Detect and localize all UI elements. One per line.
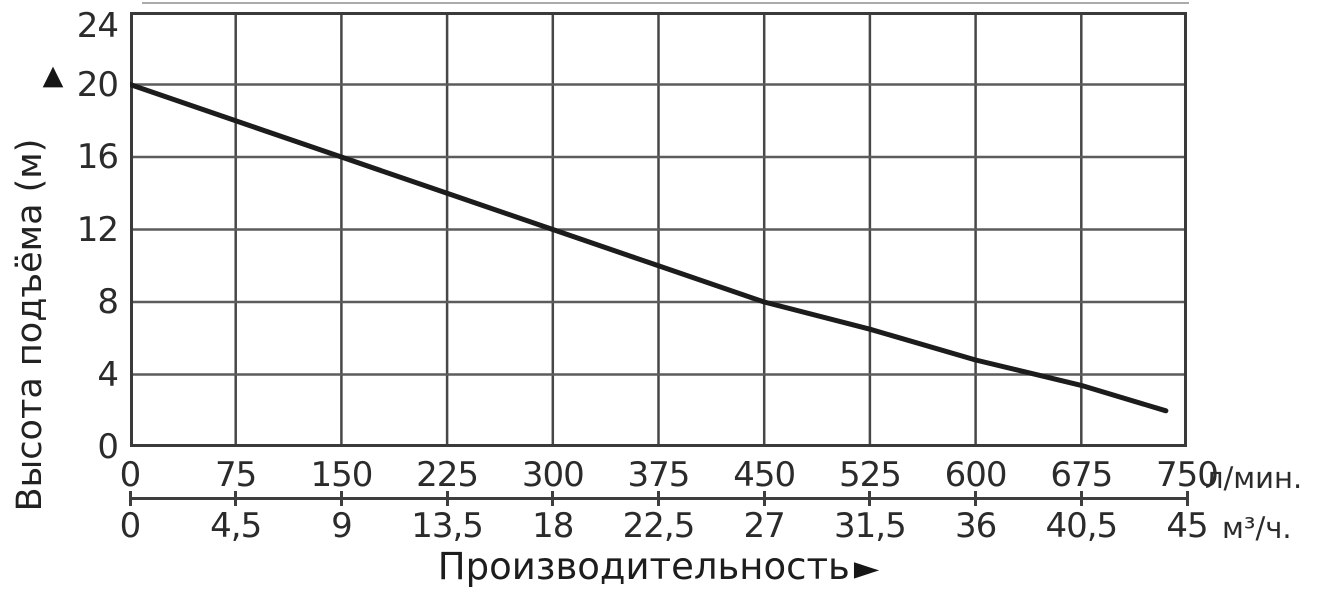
x-axis-title: Производительность ► bbox=[130, 546, 1187, 588]
plot-border bbox=[130, 12, 1187, 447]
y-tick-label: 24 bbox=[76, 6, 119, 46]
x-tick-label-lmin: 375 bbox=[627, 455, 691, 495]
top-edge-line bbox=[142, 2, 1189, 4]
m3h-scale-tick bbox=[445, 491, 449, 506]
x-tick-label-m3h: 22,5 bbox=[622, 506, 696, 546]
m3h-scale-tick bbox=[868, 491, 872, 506]
x-tick-label-m3h: 27 bbox=[743, 506, 786, 546]
x-tick-label-m3h: 18 bbox=[532, 506, 574, 546]
m3h-scale-tick bbox=[657, 491, 660, 506]
x-axis-title-text: Производительность bbox=[437, 545, 850, 588]
m3h-scale-tick bbox=[551, 491, 555, 506]
x-tick-label-lmin: 600 bbox=[944, 455, 1008, 495]
y-tick-label: 4 bbox=[97, 354, 119, 395]
pump-head-curve bbox=[130, 82, 1169, 414]
x-axis-right-arrow-icon: ► bbox=[853, 548, 880, 587]
x-tick-label-lmin: 450 bbox=[733, 455, 796, 495]
x-tick-label-m3h: 4,5 bbox=[210, 506, 262, 546]
y-axis-title: Высота подъёма (м) bbox=[10, 138, 50, 512]
x-axis-unit-m3h: м³/ч. bbox=[1222, 511, 1292, 545]
y-tick-label: 20 bbox=[76, 64, 119, 105]
m3h-scale-tick bbox=[339, 491, 343, 506]
x-tick-label-m3h: 31,5 bbox=[834, 506, 907, 546]
y-tick-label: 8 bbox=[97, 282, 119, 322]
x-tick-label-m3h: 0 bbox=[119, 506, 142, 546]
x-tick-label-m3h: 40,5 bbox=[1045, 506, 1118, 546]
x-tick-label-lmin: 675 bbox=[1050, 455, 1113, 495]
y-tick-label: 16 bbox=[76, 137, 119, 177]
x-tick-label-m3h: 9 bbox=[331, 506, 353, 546]
x-tick-label-lmin: 150 bbox=[310, 455, 373, 495]
y-tick-label: 0 bbox=[97, 427, 119, 467]
x-tick-label-lmin: 0 bbox=[119, 455, 142, 495]
chart-plot-area bbox=[130, 12, 1187, 447]
m3h-scale-tick bbox=[234, 491, 238, 506]
x-tick-label-m3h: 36 bbox=[954, 506, 997, 546]
x-tick-label-lmin: 525 bbox=[838, 455, 902, 495]
m3h-scale-tick bbox=[974, 491, 978, 506]
x-tick-label-m3h: 13,5 bbox=[411, 506, 484, 546]
x-tick-label-lmin: 750 bbox=[1156, 455, 1219, 495]
x-axis-unit-lmin: л/мин. bbox=[1205, 461, 1303, 495]
x-tick-label-lmin: 225 bbox=[416, 455, 479, 495]
m3h-scale-tick bbox=[1079, 491, 1083, 506]
m3h-scale-tick bbox=[762, 491, 766, 506]
x-tick-label-lmin: 75 bbox=[215, 455, 257, 495]
m3h-scale-tick bbox=[1185, 491, 1189, 506]
y-axis-up-arrow-icon: ▲ bbox=[42, 60, 64, 91]
y-tick-label: 12 bbox=[76, 209, 119, 250]
m3h-scale-tick bbox=[128, 491, 132, 506]
x-tick-label-m3h: 45 bbox=[1166, 506, 1208, 546]
x-tick-label-lmin: 300 bbox=[521, 455, 585, 495]
